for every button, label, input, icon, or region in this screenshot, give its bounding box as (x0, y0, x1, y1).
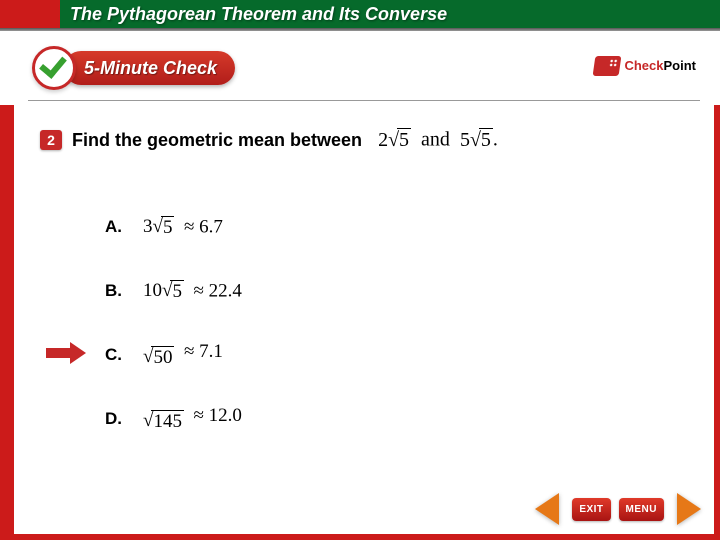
between-word: and (421, 129, 450, 151)
option-b[interactable]: B. 10√5 ≈ 22.4 (105, 259, 242, 323)
expr2-sqrt: 5√5 (460, 128, 493, 152)
checkmark-circle-icon (32, 46, 76, 90)
option-d-rad: 145 (151, 410, 184, 433)
checkmark-icon (39, 50, 67, 79)
prev-button[interactable] (530, 492, 564, 526)
option-a-coef: 3 (143, 216, 153, 238)
option-label-c: C. (105, 345, 125, 365)
options-list: A. 3√5 ≈ 6.7 B. 10√5 ≈ 22.4 C. √50 ≈ 7.1… (105, 195, 242, 451)
question-expression: 2√5 and 5√5 . (378, 128, 498, 152)
answer-arrow-icon (46, 343, 86, 363)
option-c[interactable]: C. √50 ≈ 7.1 (105, 323, 242, 387)
checkpoint-icon (593, 56, 622, 76)
option-b-rad: 5 (170, 280, 184, 303)
option-label-d: D. (105, 409, 125, 429)
option-a[interactable]: A. 3√5 ≈ 6.7 (105, 195, 242, 259)
option-b-math: 10√5 ≈ 22.4 (143, 280, 242, 303)
option-c-approx: ≈ 7.1 (184, 341, 223, 362)
question-stem: Find the geometric mean between (72, 130, 362, 151)
question-punct: . (493, 129, 498, 151)
expr2-coef: 5 (460, 129, 470, 152)
question-number-badge: 2 (40, 130, 62, 150)
header-bar: The Pythagorean Theorem and Its Converse (0, 0, 720, 28)
exit-button[interactable]: EXIT (572, 498, 610, 521)
option-c-math: √50 ≈ 7.1 (143, 341, 223, 369)
header-green-block: The Pythagorean Theorem and Its Converse (60, 0, 720, 28)
header-red-block (0, 0, 60, 28)
checkpoint-text-red: Check (624, 58, 663, 73)
option-label-a: A. (105, 217, 125, 237)
expr2-radicand: 5 (479, 128, 493, 152)
option-d-math: √145 ≈ 12.0 (143, 405, 242, 433)
next-button[interactable] (672, 492, 706, 526)
option-b-approx: ≈ 22.4 (193, 280, 241, 301)
arrow-right-icon (677, 493, 701, 525)
badge-pill: 5-Minute Check (64, 51, 235, 85)
page-title: The Pythagorean Theorem and Its Converse (70, 4, 447, 25)
option-d-approx: ≈ 12.0 (193, 405, 241, 426)
checkpoint-text: CheckPoint (624, 57, 696, 75)
nav-buttons: EXIT MENU (530, 492, 706, 526)
header-underline (0, 28, 720, 31)
five-minute-check-badge: 5-Minute Check (32, 48, 235, 88)
menu-button[interactable]: MENU (619, 498, 664, 521)
separator-line (28, 100, 700, 101)
checkpoint-logo: CheckPoint (594, 56, 696, 76)
frame-left-band (0, 105, 14, 540)
option-d[interactable]: D. √145 ≈ 12.0 (105, 387, 242, 451)
badge-label: 5-Minute Check (84, 58, 217, 79)
option-a-approx: ≈ 6.7 (184, 216, 223, 237)
option-b-coef: 10 (143, 280, 162, 302)
option-a-rad: 5 (161, 216, 175, 239)
question-row: 2 Find the geometric mean between 2√5 an… (40, 128, 690, 152)
arrow-left-icon (535, 493, 559, 525)
slide-page: The Pythagorean Theorem and Its Converse… (0, 0, 720, 540)
expr1-coef: 2 (378, 129, 388, 152)
checkpoint-text-black: Point (664, 58, 697, 73)
expr1-sqrt: 2√5 (378, 128, 411, 152)
option-label-b: B. (105, 281, 125, 301)
option-a-math: 3√5 ≈ 6.7 (143, 216, 223, 239)
expr1-radicand: 5 (397, 128, 411, 152)
option-c-rad: 50 (151, 346, 174, 369)
